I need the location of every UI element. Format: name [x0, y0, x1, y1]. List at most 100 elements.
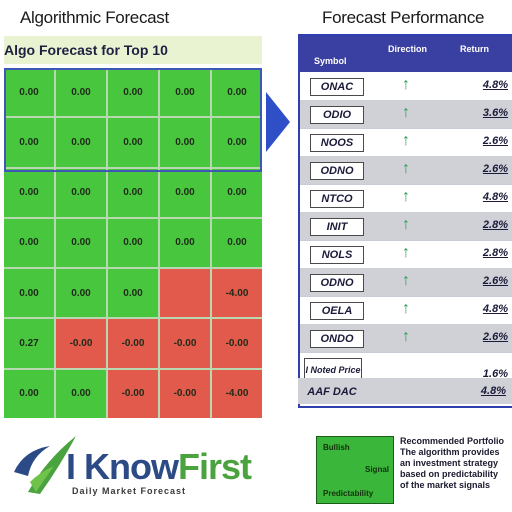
heatmap-cell: 0.00	[56, 369, 106, 418]
heatmap-cell: 0.00	[4, 68, 54, 117]
arrow-up-icon: ↑	[402, 132, 410, 149]
table-row[interactable]: NOLS ↑ 2.8%	[300, 240, 512, 269]
legend-box-bottom: Predictability	[323, 489, 374, 498]
logo-swoosh-icon	[14, 436, 76, 494]
table-header: Symbol Direction Return	[300, 36, 512, 72]
heatmap-cell: 0.27	[4, 319, 54, 368]
heatmap-cell: 0.00	[160, 118, 210, 167]
row-return: 2.6%	[482, 163, 508, 175]
heatmap-cell: 0.00	[108, 118, 158, 167]
arrow-up-icon: ↑	[402, 328, 410, 345]
row-symbol: ONDO	[310, 330, 364, 348]
heatmap-cell: -0.00	[108, 369, 158, 418]
heatmap-cell: -0.00	[160, 369, 210, 418]
table-row[interactable]: NOOS ↑ 2.6%	[300, 128, 512, 157]
performance-title: Forecast Performance	[322, 8, 485, 27]
heatmap-cell: -0.00	[108, 319, 158, 368]
row-symbol: OELA	[310, 302, 364, 320]
heatmap-cell: -4.00	[212, 369, 262, 418]
row-return: 3.6%	[482, 107, 508, 119]
row-return: 2.8%	[482, 247, 508, 259]
heatmap-cell: 0.00	[160, 68, 210, 117]
table-row[interactable]: ONAC ↑ 4.8%	[300, 72, 512, 101]
heatmap-cell: -0.00	[160, 319, 210, 368]
heatmap-cell: 0.00	[212, 168, 262, 217]
row-symbol: NOOS	[310, 134, 364, 152]
table-row[interactable]: OELA ↑ 4.8%	[300, 296, 512, 325]
row-symbol: ODIO	[310, 106, 364, 124]
row-symbol: ODNO	[310, 162, 364, 180]
arrow-right-icon	[266, 92, 290, 152]
legend-line: of the market signals	[400, 480, 491, 490]
legend-box-top: Bullish	[323, 443, 350, 452]
footer-label: AAF DAC	[307, 386, 357, 398]
row-return: 4.8%	[482, 79, 508, 91]
legend-line: Recommended Portfolio	[400, 436, 505, 446]
footer-value: 4.8%	[480, 385, 506, 397]
heatmap-cell: 0.00	[4, 218, 54, 268]
heatmap-cell: 0.00	[56, 218, 106, 268]
legend-box-middle: Signal	[365, 465, 390, 474]
table-footer-row: AAF DAC 4.8%	[298, 378, 512, 404]
brand-name: I KnowFirst	[66, 446, 252, 488]
forecast-title: Algorithmic Forecast	[20, 8, 169, 27]
table-row[interactable]: ODNO ↑ 2.6%	[300, 156, 512, 185]
heatmap-cell: 0.00	[212, 118, 262, 167]
forecast-subheader: Algo Forecast for Top 10	[4, 36, 262, 64]
row-return: 4.8%	[482, 191, 508, 203]
heatmap-cell: 0.00	[108, 168, 158, 217]
row-return: 2.6%	[482, 135, 508, 147]
heatmap-cell: 0.00	[4, 369, 54, 418]
brand-name-green: First	[177, 446, 252, 487]
row-return: 2.8%	[482, 219, 508, 231]
heatmap-cell: 0.00	[56, 68, 106, 117]
arrow-up-icon: ↑	[402, 216, 410, 233]
table-row[interactable]: ODNO ↑ 2.6%	[300, 268, 512, 297]
arrow-up-icon: ↑	[402, 300, 410, 317]
brand-tagline: Daily Market Forecast	[72, 486, 187, 496]
heatmap-cell: 0.00	[212, 68, 262, 117]
row-return: 2.6%	[482, 331, 508, 343]
heatmap-cell: 0.00	[212, 218, 262, 268]
heatmap-cell: 0.00	[4, 269, 54, 318]
heatmap-cell: 0.00	[4, 168, 54, 217]
legend-line: based on predictability	[400, 469, 499, 479]
table-row[interactable]: ODIO ↑ 3.6%	[300, 100, 512, 129]
heatmap-cell: 0.00	[108, 218, 158, 268]
column-direction: Direction	[388, 44, 428, 54]
legend-description: Recommended Portfolio The algorithm provi…	[400, 436, 512, 502]
row-symbol: INIT	[310, 218, 364, 236]
heatmap-cell: -0.00	[56, 319, 106, 368]
heatmap-cell: 0.00	[56, 269, 106, 318]
arrow-up-icon: ↑	[402, 160, 410, 177]
performance-table: Symbol Direction Return ONAC ↑ 4.8% ODIO ↑ 3.…	[298, 34, 512, 408]
heatmap-cell: 0.00	[160, 218, 210, 268]
row-return: 1.6%	[482, 368, 508, 380]
row-symbol-line1: I Noted Price	[305, 365, 361, 375]
arrow-up-icon: ↑	[402, 104, 410, 121]
row-symbol: NTCO	[310, 190, 364, 208]
heatmap-cell: 0.00	[56, 168, 106, 217]
row-symbol: NOLS	[310, 246, 364, 264]
arrow-up-icon: ↑	[402, 272, 410, 289]
table-row[interactable]: ONDO ↑ 2.6%	[300, 324, 512, 353]
table-row[interactable]: NTCO ↑ 4.8%	[300, 184, 512, 213]
legend-box: Bullish Signal Predictability	[316, 436, 394, 504]
heatmap-cell: 0.00	[108, 68, 158, 117]
subheader-text: Algo Forecast for Top 10	[4, 42, 168, 58]
arrow-up-icon: ↑	[402, 76, 410, 93]
column-symbol: Symbol	[314, 56, 347, 66]
row-symbol: ODNO	[310, 274, 364, 292]
heatmap-cell	[160, 269, 210, 318]
heatmap-cell: 0.00	[108, 269, 158, 318]
legend-line: an investment strategy	[400, 458, 499, 468]
heatmap-cell: -4.00	[212, 269, 262, 318]
row-return: 4.8%	[482, 303, 508, 315]
table-row[interactable]: INIT ↑ 2.8%	[300, 212, 512, 241]
brand-logo	[10, 432, 260, 504]
forecast-heatmap: 0.00 0.00 0.00 0.00 0.00 0.00 0.00 0.00 0.00 0.00…	[4, 68, 262, 418]
brand-name-blue: I Know	[66, 446, 179, 487]
row-return: 2.6%	[482, 275, 508, 287]
arrow-up-icon: ↑	[402, 244, 410, 261]
column-return: Return	[460, 44, 489, 54]
